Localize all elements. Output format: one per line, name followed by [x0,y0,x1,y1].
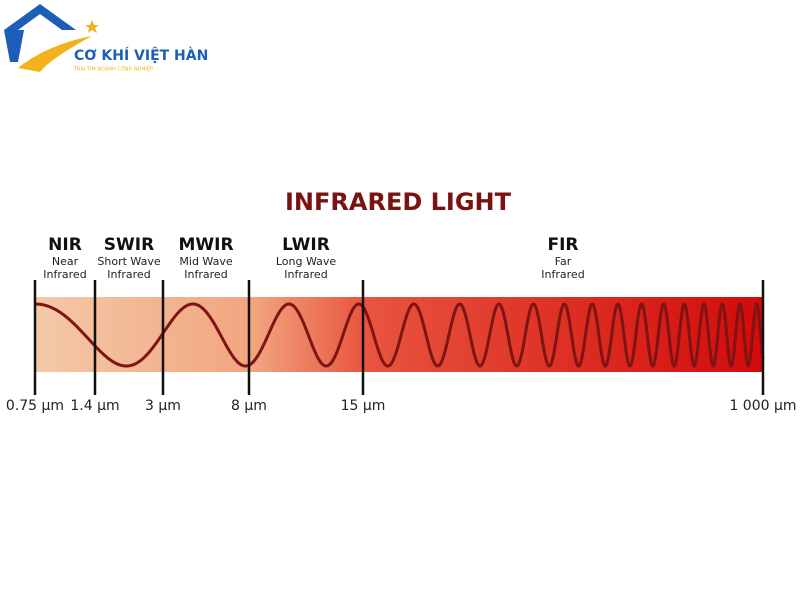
band-name: Far [555,255,572,268]
boundary-label: 1.4 µm [70,398,119,414]
boundary-label: 15 µm [341,398,386,414]
band-name: Infrared [43,268,86,281]
band-name: Long Wave [276,255,337,268]
band-name: Infrared [284,268,327,281]
logo-star [85,20,99,33]
boundary-label: 3 µm [145,398,181,414]
band-abbr: NIR [48,235,82,255]
band-abbr: LWIR [282,235,330,255]
spectrum-bar [35,297,763,372]
logo-swoosh [18,36,92,72]
logo-tagline: TRÁI TIM NGÀNH CÔNG NGHIỆP [73,65,153,73]
boundary-label: 8 µm [231,398,267,414]
band-abbr: SWIR [104,235,154,255]
band-name: Infrared [107,268,150,281]
wave [35,301,765,369]
band-name: Infrared [541,268,584,281]
logo-wall [4,30,24,62]
logo: CƠ KHÍ VIỆT HÀN TRÁI TIM NGÀNH CÔNG NGHI… [4,4,208,73]
logo-roof [4,4,76,30]
boundary-label: 1 000 µm [729,398,796,414]
band-name: Mid Wave [179,255,232,268]
band-name: Near [52,255,79,268]
band-abbr: FIR [547,235,578,255]
band-name: Infrared [184,268,227,281]
band-name: Short Wave [97,255,160,268]
logo-name: CƠ KHÍ VIỆT HÀN [74,46,208,64]
band-abbr: MWIR [178,235,233,255]
title: INFRARED LIGHT [285,188,512,216]
boundary-label: 0.75 µm [6,398,64,414]
